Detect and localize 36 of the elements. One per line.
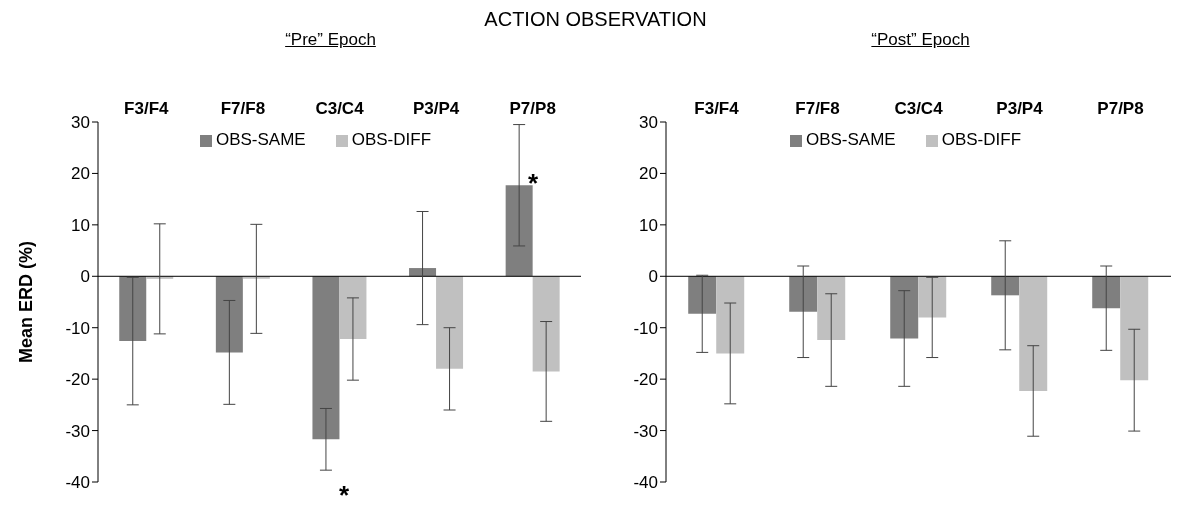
y-tick-label: -40 xyxy=(633,473,658,493)
y-tick-label: 30 xyxy=(71,113,90,133)
y-tick-label: 0 xyxy=(648,267,658,287)
legend-label: OBS-SAME xyxy=(215,130,306,149)
x-tick-label: P7/P8 xyxy=(509,99,556,118)
y-tick-label: -30 xyxy=(65,421,90,441)
y-tick-label: -20 xyxy=(65,370,90,390)
legend-label: OBS-DIFF xyxy=(351,130,432,149)
x-tick-label: F3/F4 xyxy=(694,99,740,118)
y-tick-label: 20 xyxy=(639,164,658,184)
y-tick-label: 20 xyxy=(71,164,90,184)
annotation: * xyxy=(528,168,539,198)
annotation: * xyxy=(339,480,350,510)
x-tick-label: P7/P8 xyxy=(1097,99,1144,118)
y-tick-label: 0 xyxy=(80,267,90,287)
legend-label: OBS-SAME xyxy=(805,130,896,149)
y-tick-label: -10 xyxy=(65,318,90,338)
y-tick-label: 10 xyxy=(71,215,90,235)
y-tick-label: -40 xyxy=(65,473,90,493)
x-tick-label: P3/P4 xyxy=(412,99,460,118)
x-tick-label: F3/F4 xyxy=(124,99,170,118)
x-tick-label: C3/C4 xyxy=(315,99,365,118)
y-tick-label: -30 xyxy=(633,421,658,441)
x-tick-label: P3/P4 xyxy=(996,99,1044,118)
chart-title: ACTION OBSERVATION xyxy=(483,8,708,30)
y-tick-label: -10 xyxy=(633,318,658,338)
chart-subtitle: “Pre” Epoch xyxy=(284,30,377,51)
chart-subtitle: “Post” Epoch xyxy=(870,30,971,51)
y-tick-label: -20 xyxy=(633,370,658,390)
y-tick-label: 10 xyxy=(639,215,658,235)
x-tick-label: F7/F8 xyxy=(795,99,840,118)
x-tick-label: C3/C4 xyxy=(894,99,944,118)
x-tick-label: F7/F8 xyxy=(220,99,266,118)
y-axis-title: Mean ERD (%) xyxy=(16,240,37,364)
y-tick-label: 30 xyxy=(639,113,658,133)
legend-label: OBS-DIFF xyxy=(941,130,1022,149)
